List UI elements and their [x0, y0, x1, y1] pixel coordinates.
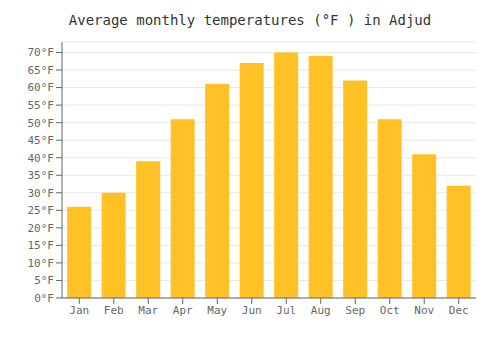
- svg-text:Mar: Mar: [138, 304, 158, 317]
- svg-text:15°F: 15°F: [28, 239, 55, 252]
- svg-text:60°F: 60°F: [28, 81, 55, 94]
- svg-text:Nov: Nov: [414, 304, 434, 317]
- svg-text:70°F: 70°F: [28, 46, 55, 59]
- html-text:Average monthly temperatures (: Average monthly temperatures (°F ) in Ad…: [68, 12, 432, 28]
- svg-text:Jul: Jul: [276, 304, 296, 317]
- svg-text:May: May: [207, 304, 227, 317]
- svg-text:50°F: 50°F: [28, 117, 55, 130]
- svg-text:Dec: Dec: [449, 304, 469, 317]
- svg-text:Aug: Aug: [311, 304, 331, 317]
- svg-text:30°F: 30°F: [28, 187, 55, 200]
- svg-text:40°F: 40°F: [28, 152, 55, 165]
- svg-text:Jan: Jan: [69, 304, 89, 317]
- svg-text:45°F: 45°F: [28, 134, 55, 147]
- svg-text:Jun: Jun: [242, 304, 262, 317]
- svg-text:0°F: 0°F: [34, 292, 54, 305]
- svg-text:35°F: 35°F: [28, 169, 55, 182]
- svg-text:10°F: 10°F: [28, 257, 55, 270]
- svg-text:Oct: Oct: [380, 304, 400, 317]
- svg-text:Apr: Apr: [173, 304, 193, 317]
- svg-text:20°F: 20°F: [28, 222, 55, 235]
- svg-text:5°F: 5°F: [34, 274, 54, 287]
- svg-text:55°F: 55°F: [28, 99, 55, 112]
- svg-text:65°F: 65°F: [28, 64, 55, 77]
- svg-text:Sep: Sep: [345, 304, 365, 317]
- svg-text:25°F: 25°F: [28, 204, 55, 217]
- svg-text:Feb: Feb: [104, 304, 124, 317]
